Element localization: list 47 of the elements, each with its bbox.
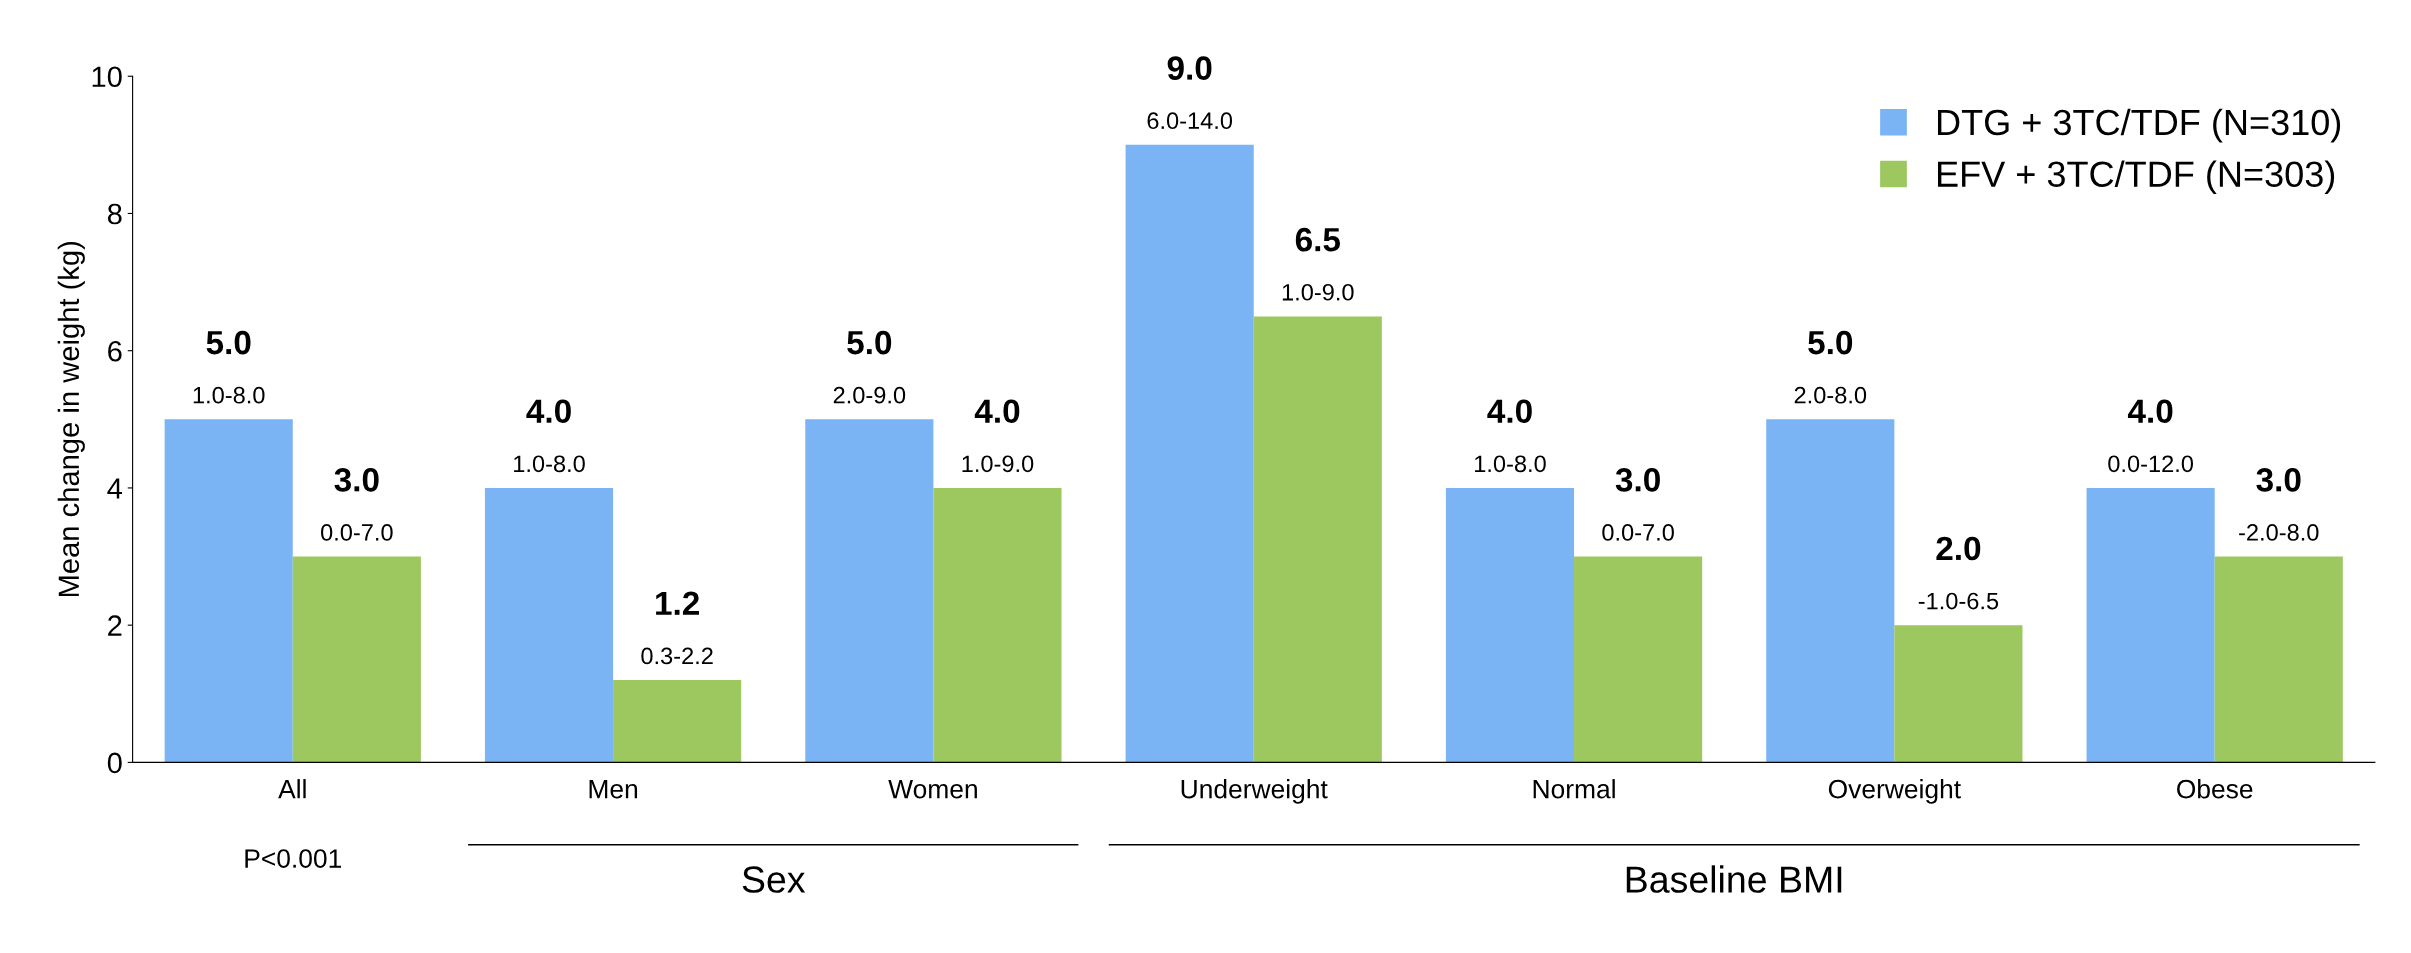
data-label: 4.0 1.0-9.0 <box>962 399 1034 473</box>
bar <box>1253 316 1382 763</box>
bar <box>805 419 934 763</box>
x-tick-label: Obese <box>2177 779 2253 799</box>
legend-label: DTG + 3TC/TDF (N=310) <box>1937 108 2341 143</box>
data-label: 5.0 1.0-8.0 <box>193 330 265 404</box>
y-tick-label: 4 <box>107 478 123 499</box>
data-label: 3.0 0.0-7.0 <box>321 468 393 541</box>
bar <box>164 419 293 763</box>
data-label: 2.0 -1.0-6.5 <box>1918 536 1999 610</box>
bar <box>2214 556 2343 763</box>
x-tick-label: Overweight <box>1828 779 1961 804</box>
data-label: 5.0 2.0-9.0 <box>833 330 906 404</box>
data-label: 4.0 1.0-8.0 <box>1475 399 1546 473</box>
y-tick-label: 8 <box>107 203 122 225</box>
x-tick-label: Underweight <box>1181 779 1328 804</box>
y-axis-title: Mean change in weight (kg) <box>57 241 85 597</box>
data-label: 9.0 6.0-14.0 <box>1147 56 1233 130</box>
y-tick-label: 10 <box>92 66 122 88</box>
data-label: 4.0 0.0-12.0 <box>2108 399 2194 473</box>
bar <box>1125 144 1254 763</box>
y-tick-label: 0 <box>107 752 122 774</box>
text: Sex <box>742 866 806 893</box>
x-tick-label: Women <box>888 780 977 799</box>
text: Baseline BMI <box>1626 865 1842 893</box>
data-label: 5.0 2.0-8.0 <box>1794 330 1867 404</box>
x-tick-label: Men <box>589 780 638 799</box>
data-label: 6.5 1.0-9.0 <box>1282 227 1354 301</box>
x-tick-label: Normal <box>1533 779 1615 799</box>
bar <box>292 556 421 763</box>
data-label: 3.0 0.0-7.0 <box>1602 468 1674 541</box>
y-tick-label: 2 <box>108 615 122 636</box>
data-label: 3.0 -2.0-8.0 <box>2239 468 2319 541</box>
bar <box>1445 487 1575 763</box>
data-label: 1.2 0.3-2.2 <box>641 591 713 665</box>
bar <box>1574 556 1703 763</box>
bar <box>484 487 614 763</box>
legend-label: EFV + 3TC/TDF (N=303) <box>1937 160 2335 195</box>
bar <box>933 487 1062 763</box>
data-label: 4.0 1.0-8.0 <box>514 399 585 473</box>
bar <box>613 680 742 763</box>
bar <box>2086 487 2215 763</box>
bar <box>1766 419 1895 763</box>
text: P<0.001 <box>245 849 341 868</box>
x-tick-label: All <box>278 779 306 799</box>
y-tick-label: 6 <box>108 340 122 362</box>
bar <box>1894 625 2023 763</box>
